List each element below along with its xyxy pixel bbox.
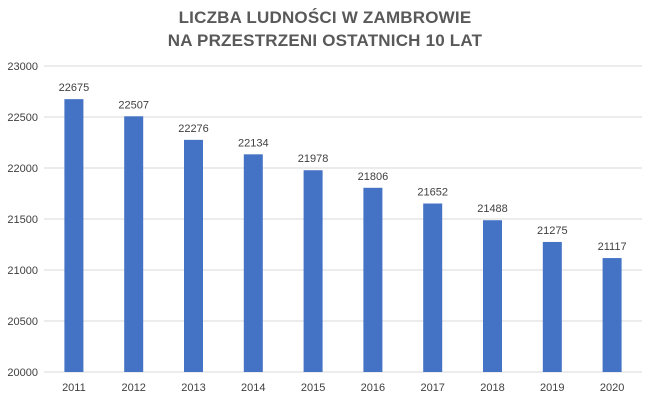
y-tick-label: 22500: [7, 112, 38, 124]
data-label-2013: 22276: [178, 123, 209, 135]
y-tick-label: 20000: [7, 367, 38, 379]
bar-2019: [542, 241, 562, 372]
data-label-2014: 22134: [238, 137, 269, 149]
x-tick-label-2020: 2020: [600, 382, 624, 394]
y-tick-label: 20500: [7, 316, 38, 328]
x-tick-label-2016: 2016: [361, 382, 385, 394]
chart-title-line-1: LICZBA LUDNOŚCI W ZAMBROWIE: [178, 8, 472, 27]
x-tick-label-2013: 2013: [181, 382, 205, 394]
data-label-2020: 21117: [598, 241, 627, 253]
data-label-2016: 21806: [358, 171, 389, 183]
x-tick-label-2011: 2011: [62, 382, 86, 394]
data-label-2012: 22507: [118, 99, 149, 111]
x-tick-label-2012: 2012: [121, 382, 145, 394]
data-label-2018: 21488: [477, 203, 508, 215]
bar-2018: [483, 220, 502, 372]
bar-2013: [184, 139, 203, 372]
bar-2020: [602, 258, 622, 372]
y-tick-label: 21500: [7, 214, 38, 226]
x-tick-label-2019: 2019: [540, 382, 564, 394]
bar-2011: [64, 99, 84, 373]
data-label-2011: 22675: [59, 82, 90, 94]
bar-2017: [423, 203, 443, 372]
bar-2014: [243, 154, 263, 372]
y-tick-label: 23000: [7, 61, 38, 73]
bar-2012: [124, 116, 144, 372]
data-label-2019: 21275: [537, 225, 568, 237]
bar-2016: [363, 187, 383, 372]
x-tick-label-2018: 2018: [480, 382, 504, 394]
data-label-2015: 21978: [298, 153, 329, 165]
bar-2015: [303, 170, 323, 372]
data-label-2017: 21652: [417, 186, 448, 198]
y-tick-label: 21000: [7, 265, 38, 277]
chart-title-line-2: NA PRZESTRZENI OSTATNICH 10 LAT: [167, 31, 483, 50]
y-tick-label: 22000: [7, 163, 38, 175]
x-tick-label-2014: 2014: [241, 382, 265, 394]
x-tick-label-2015: 2015: [301, 382, 325, 394]
x-tick-label-2017: 2017: [420, 382, 444, 394]
